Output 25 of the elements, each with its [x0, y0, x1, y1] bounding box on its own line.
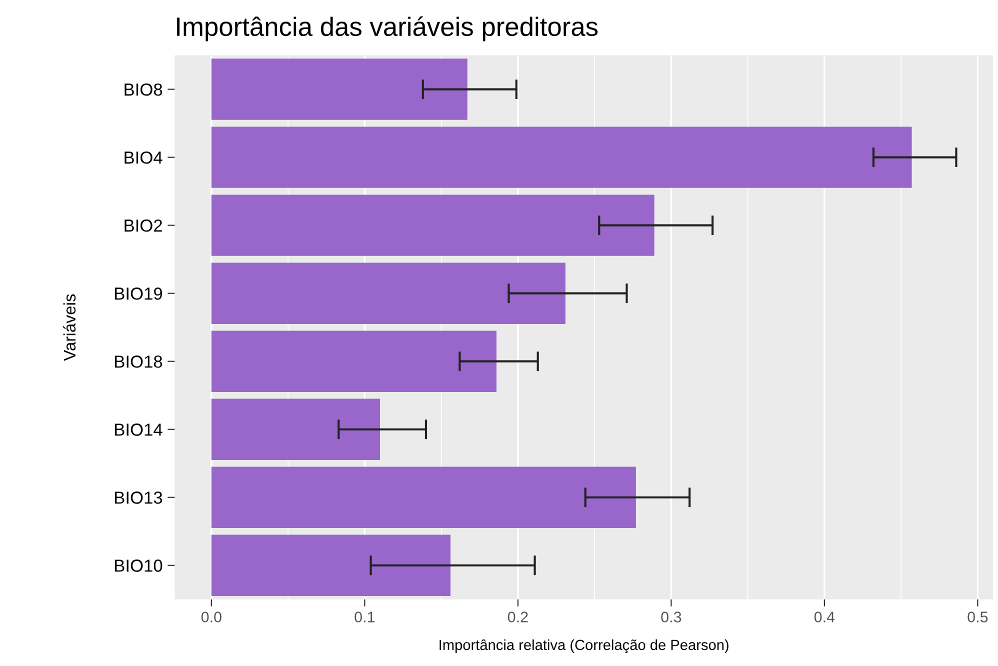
bar — [211, 330, 496, 392]
bar — [211, 58, 468, 120]
x-tick-label: 0.2 — [508, 612, 528, 622]
x-tick-label: 0.5 — [968, 612, 988, 622]
x-tick-label: 0.1 — [354, 612, 375, 622]
bar — [211, 398, 380, 460]
bar — [211, 466, 636, 528]
y-tick-label: BIO14 — [115, 424, 162, 436]
y-tick-label: BIO13 — [115, 492, 162, 504]
x-tick-label: 0.4 — [814, 612, 835, 622]
y-tick-label: BIO18 — [115, 356, 162, 368]
x-tick-label: 0.3 — [661, 612, 682, 622]
chart-title: Importância das variáveis preditoras — [177, 16, 598, 42]
y-tick-label: BIO19 — [115, 288, 162, 300]
bar — [211, 126, 912, 188]
y-tick-label: BIO10 — [115, 560, 162, 572]
bar — [211, 194, 654, 256]
x-tick-label: 0.0 — [201, 612, 222, 622]
bar — [211, 262, 566, 324]
y-tick-label: BIO4 — [124, 151, 162, 164]
y-tick-label: BIO8 — [124, 83, 162, 96]
x-axis-title: Importância relativa (Correlação de Pearson) — [440, 639, 728, 654]
y-tick-label: BIO2 — [124, 219, 162, 232]
y-axis-title: Variáveis — [63, 294, 76, 361]
bar — [211, 534, 450, 596]
